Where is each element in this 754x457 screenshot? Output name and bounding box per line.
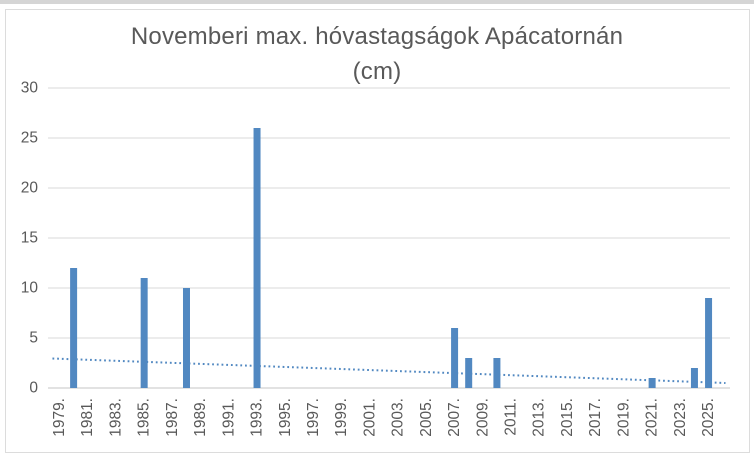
bar-2021 [648,378,656,388]
x-axis-tick-label: 2003. [390,398,407,437]
bar-2007 [451,328,459,388]
x-axis-tick-label: 2009. [474,398,491,437]
chart-title: Novemberi max. hóvastagságok Apácatornán… [0,19,754,89]
y-axis-tick-label: 15 [21,230,38,247]
bar-1988 [182,288,190,388]
chart-title-line1: Novemberi max. hóvastagságok Apácatornán [130,23,624,50]
x-axis-tick-label: 1997. [305,398,322,437]
x-axis-tick-label: 2015. [559,398,576,437]
window-top-edge [0,0,754,4]
bar-1985 [140,278,148,388]
x-axis-tick-label: 1981. [79,398,96,437]
bar-2010 [493,358,501,388]
x-axis-tick-label: 2025. [700,398,717,437]
y-axis-tick-label: 30 [21,80,39,97]
x-axis-tick-label: 1995. [277,398,294,437]
y-axis-tick-label: 5 [29,330,38,347]
x-axis-tick-label: 2013. [531,398,548,437]
x-axis-tick-label: 2017. [587,398,604,437]
trendline [52,357,726,384]
x-axis-tick-label: 2019. [615,398,632,437]
y-axis-tick-label: 10 [21,280,39,297]
x-axis-tick-label: 2001. [361,398,378,437]
x-axis-tick-label: 1979. [51,398,68,437]
y-axis-tick-label: 25 [21,130,38,147]
x-axis-tick-label: 1991. [220,398,237,437]
y-axis-tick-label: 20 [21,180,39,197]
bar-2024 [690,368,698,388]
x-axis-tick-label: 2023. [672,398,689,437]
bar-1993 [253,128,261,388]
y-axis-tick-label: 0 [29,380,38,397]
x-axis-tick-label: 1999. [333,398,350,437]
x-axis-tick-label: 2007. [446,398,463,437]
x-axis-tick-label: 2011. [503,398,520,436]
bar-2025 [705,298,713,388]
x-axis-tick-label: 1993. [249,398,266,437]
x-axis-tick-label: 1985. [136,398,153,437]
x-axis-tick-label: 2005. [418,398,435,437]
x-axis-tick-label: 1989. [192,398,209,437]
x-axis-tick-label: 2021. [644,398,661,437]
bar-2008 [465,358,473,388]
x-axis-tick-label: 1987. [164,398,181,437]
chart-title-line2: (cm) [352,58,402,85]
bar-1980 [70,268,78,388]
x-axis-tick-label: 1983. [107,398,124,437]
